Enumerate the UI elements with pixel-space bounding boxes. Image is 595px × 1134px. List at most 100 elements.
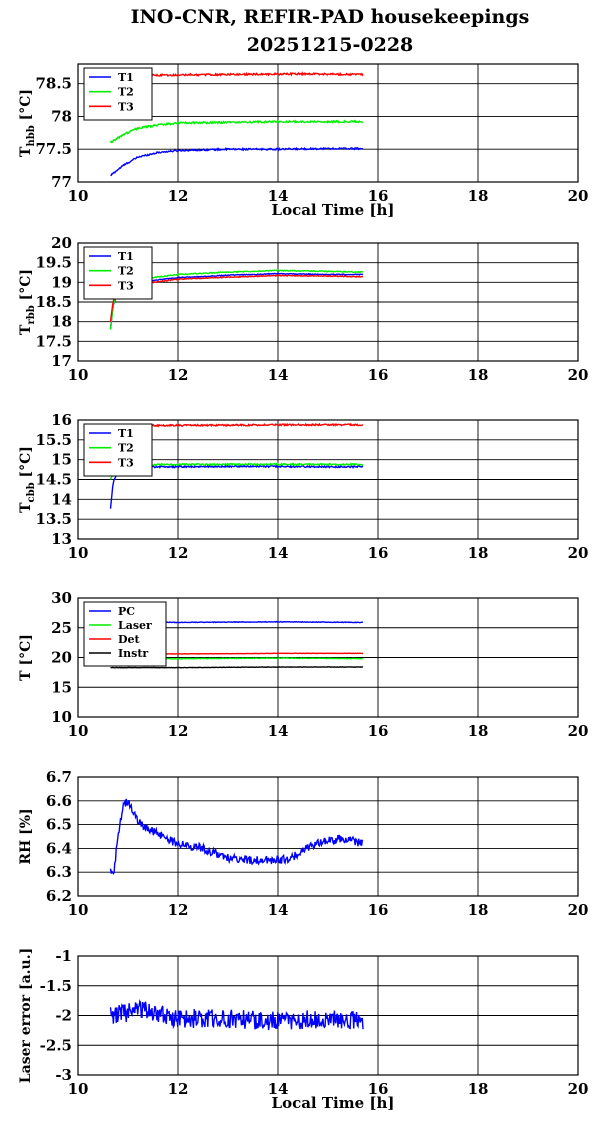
- x-tick-label: 18: [468, 544, 489, 562]
- x-tick-label: 16: [368, 366, 389, 384]
- x-tick-label: 10: [68, 187, 89, 205]
- chart-title-line1: INO-CNR, REFIR-PAD housekeepings: [131, 6, 530, 28]
- x-tick-label: 14: [268, 901, 289, 919]
- legend-label: T1: [118, 71, 134, 84]
- y-tick-label: 78: [51, 107, 72, 125]
- y-tick-label: 15.5: [35, 431, 72, 449]
- x-tick-label: 20: [568, 722, 589, 740]
- x-tick-label: 14: [268, 1080, 289, 1098]
- y-tick-label: -2.5: [40, 1036, 72, 1054]
- y-tick-label: 17: [51, 352, 72, 370]
- y-tick-label: 18.5: [35, 293, 72, 311]
- y-tick-label: 77: [51, 173, 72, 191]
- x-tick-label: 18: [468, 901, 489, 919]
- plot-frame: [77, 419, 579, 540]
- series-line-t2: [109, 269, 364, 330]
- legend-label: T3: [118, 456, 134, 469]
- x-tick-label: 18: [468, 722, 489, 740]
- y-tick-label: 20: [51, 649, 72, 667]
- panel-5: 10 12 14 16 18 20 6.2 6.3 6.4 6.5 6.6 6.7 RH [%]: [18, 768, 588, 919]
- y-tick-label: 6.5: [46, 816, 72, 834]
- x-tick-label: 12: [168, 1080, 189, 1098]
- x-tick-label: 14: [268, 187, 289, 205]
- x-tick-label: 12: [168, 722, 189, 740]
- x-tick-label: 20: [568, 1080, 589, 1098]
- y-tick-label: 20: [51, 234, 72, 252]
- x-tick-label: 20: [568, 187, 589, 205]
- series-line-t1: [109, 464, 364, 509]
- legend-label: T3: [118, 100, 134, 113]
- legend-label: Instr: [118, 647, 148, 660]
- legend-label: T2: [118, 442, 134, 455]
- x-tick-label: 12: [168, 901, 189, 919]
- y-tick-label: 15: [51, 451, 72, 469]
- x-tick-label: 16: [368, 722, 389, 740]
- legend-label: T1: [118, 250, 134, 263]
- y-tick-label: -2: [55, 1007, 72, 1025]
- x-tick-label: 14: [268, 544, 289, 562]
- y-tick-label: 13: [51, 530, 72, 548]
- y-tick-label: 25: [51, 619, 72, 637]
- x-tick-label: 14: [268, 722, 289, 740]
- x-tick-label: 20: [568, 366, 589, 384]
- x-tick-label: 12: [168, 366, 189, 384]
- y-tick-label: 78.5: [35, 75, 72, 93]
- y-tick-label: 14: [51, 490, 72, 508]
- plot-frame: [77, 776, 579, 897]
- x-tick-label: 18: [468, 366, 489, 384]
- series-line-data: [109, 999, 364, 1031]
- legend-label: Laser: [118, 619, 152, 632]
- x-tick-label: 16: [368, 187, 389, 205]
- plot-frame: [77, 63, 579, 183]
- legend-label: Det: [118, 633, 141, 646]
- legend-label: PC: [118, 605, 135, 618]
- legend-label: T2: [118, 265, 134, 278]
- y-axis-label: Trbb [°C]: [18, 269, 37, 335]
- panel-4: 10 12 14 16 18 20 10 15 20 25 30 T [°C] PCLaserDetIn…: [18, 589, 588, 740]
- y-tick-label: 18: [51, 313, 72, 331]
- y-tick-label: 6.3: [46, 863, 72, 881]
- x-tick-label: 20: [568, 901, 589, 919]
- x-tick-label: 10: [68, 722, 89, 740]
- y-tick-label: 6.2: [46, 887, 72, 905]
- series-line-t2: [109, 462, 364, 480]
- series-line-t1: [109, 272, 364, 330]
- x-tick-label: 18: [468, 1080, 489, 1098]
- legend-label: T1: [118, 427, 134, 440]
- y-axis-label: Laser error [a.u.]: [18, 948, 34, 1083]
- x-tick-label: 18: [468, 187, 489, 205]
- x-tick-label: 10: [68, 544, 89, 562]
- x-tick-label: 12: [168, 544, 189, 562]
- y-tick-label: 16: [51, 411, 72, 429]
- y-tick-label: -1.5: [40, 977, 72, 995]
- x-tick-label: 14: [268, 366, 289, 384]
- plot-frame: [77, 242, 579, 362]
- legend-label: T3: [118, 279, 134, 292]
- series-line-t3: [109, 71, 364, 78]
- y-tick-label: 14.5: [35, 471, 72, 489]
- y-axis-label: T [°C]: [18, 634, 34, 681]
- y-axis-label: Tcbb [°C]: [18, 446, 37, 513]
- plot-frame: [77, 597, 579, 718]
- y-tick-label: 10: [51, 708, 72, 726]
- x-tick-label: 20: [568, 544, 589, 562]
- y-tick-label: 17.5: [35, 332, 72, 350]
- series-line-t1: [110, 146, 364, 177]
- y-tick-label: 19: [51, 273, 72, 291]
- y-tick-label: 30: [51, 589, 72, 607]
- y-tick-label: 6.4: [46, 839, 72, 857]
- x-tick-label: 16: [368, 1080, 389, 1098]
- y-tick-label: -3: [55, 1066, 72, 1084]
- series-line-t3: [110, 422, 364, 428]
- series-line-t3: [109, 274, 364, 323]
- chart-title-line2: 20251215-0228: [247, 34, 414, 56]
- x-tick-label: 16: [368, 901, 389, 919]
- panel-6: 10 12 14 16 18 20 -3 -2.5 -2 -1.5 -1 Laser error [a…: [18, 947, 588, 1112]
- y-tick-label: -1: [55, 947, 72, 965]
